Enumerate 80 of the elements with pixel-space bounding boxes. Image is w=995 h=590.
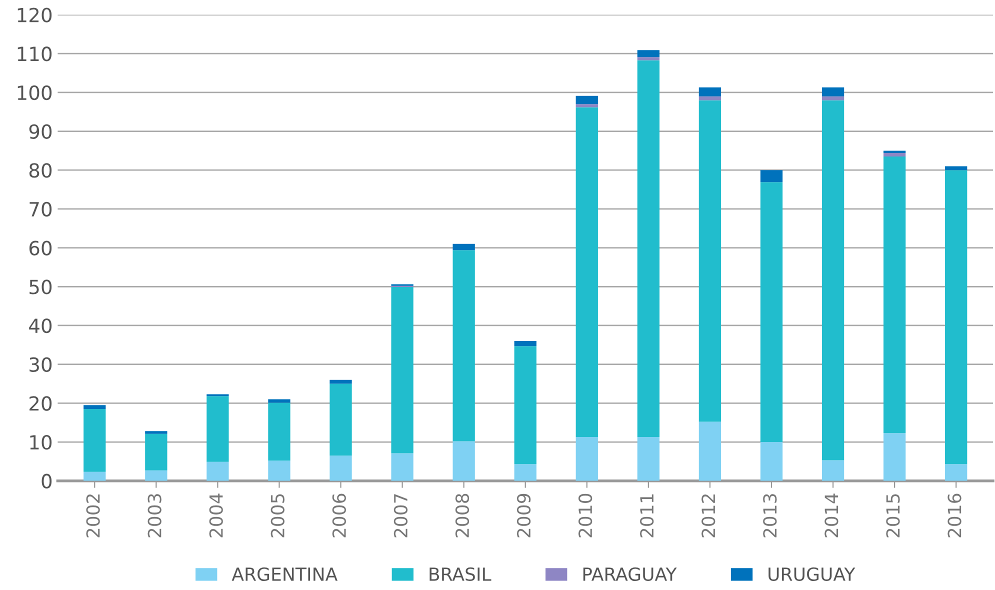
bar: [698, 87, 722, 96]
bar: [514, 346, 536, 464]
x-tick-label: 2012: [702, 494, 716, 538]
y-tick-label: 40: [29, 318, 52, 334]
bar: [822, 96, 844, 100]
x-tick-label: 2014: [824, 494, 838, 538]
bar: [206, 396, 229, 462]
bar: [576, 107, 598, 437]
bar: [452, 250, 475, 442]
bar: [698, 100, 722, 422]
y-tick-label: 70: [30, 202, 52, 217]
legend-label: PARAGUAY: [583, 567, 677, 581]
x-tick-label: 2010: [578, 494, 592, 538]
bar: [698, 96, 722, 100]
bar: [84, 472, 106, 481]
bar: [391, 287, 414, 454]
bar: [206, 462, 229, 481]
y-tick-label: 30: [30, 357, 52, 372]
bar: [945, 464, 968, 481]
bar: [330, 380, 352, 384]
x-tick-label: 2011: [640, 494, 654, 538]
y-tick-label: 50: [30, 280, 52, 294]
bar: [268, 460, 290, 481]
x-tick-label: 2013: [763, 494, 777, 538]
x-tick-label: 2004: [209, 494, 223, 538]
y-tick-label: 90: [29, 124, 52, 139]
y-tick-label: 120: [18, 8, 52, 22]
bar: [945, 170, 968, 464]
bar: [391, 453, 414, 481]
x-tick-label: 2005: [270, 494, 284, 538]
bar: [822, 460, 844, 481]
bar: [698, 422, 722, 481]
bar: [330, 456, 352, 481]
x-tick-label: 2003: [148, 494, 162, 538]
bar: [576, 436, 598, 481]
bar: [760, 170, 783, 182]
y-tick-label: 110: [18, 46, 52, 62]
y-tick-label: 100: [18, 85, 52, 100]
x-tick-label: 2009: [516, 494, 531, 538]
bar: [637, 50, 660, 58]
bar: [145, 431, 168, 434]
bar: [637, 60, 660, 437]
bar: [576, 96, 598, 104]
bar: [268, 402, 290, 461]
bar: [637, 57, 660, 60]
x-tick-label: 2002: [86, 494, 100, 538]
y-tick-label: 0: [42, 474, 52, 489]
bar: [822, 100, 844, 460]
bar: [576, 104, 598, 108]
x-tick-label: 2006: [332, 494, 346, 538]
bar: [637, 436, 660, 481]
bar: [760, 442, 783, 481]
bar: [883, 150, 906, 154]
legend-label: ARGENTINA: [232, 567, 338, 581]
bar: [760, 182, 783, 442]
y-tick-label: 80: [29, 163, 52, 178]
bar: [883, 156, 906, 434]
bar: [145, 470, 168, 481]
x-tick-label: 2015: [886, 494, 900, 538]
y-tick-label: 20: [30, 396, 52, 411]
bar: [945, 166, 968, 170]
x-tick-label: 2007: [394, 494, 408, 538]
bar: [883, 433, 906, 481]
bar: [268, 399, 290, 403]
y-tick-label: 10: [30, 434, 52, 450]
bar: [514, 464, 536, 481]
x-tick-label: 2008: [455, 494, 470, 538]
bar: [330, 384, 352, 456]
bar: [84, 405, 106, 409]
bar: [883, 153, 906, 157]
legend-label: URUGUAY: [768, 567, 856, 581]
bar: [822, 87, 844, 96]
bar: [84, 408, 106, 472]
x-tick-label: 2016: [948, 494, 962, 538]
bar: [452, 244, 475, 250]
bar: [514, 341, 536, 346]
bar: [145, 434, 168, 470]
legend-label: BRASIL: [430, 567, 492, 581]
y-tick-label: 60: [29, 240, 52, 256]
bar: [452, 441, 475, 481]
